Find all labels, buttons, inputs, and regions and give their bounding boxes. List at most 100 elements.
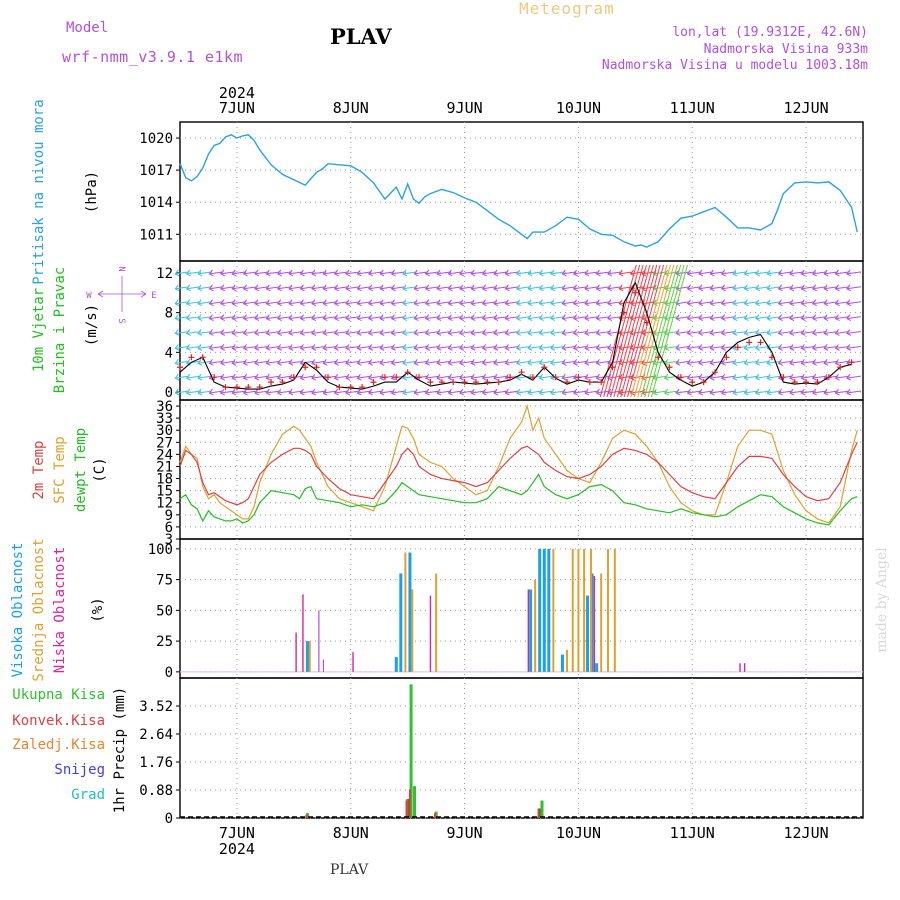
- wind-arrow-head: [595, 299, 601, 307]
- wind-arrow-head: [664, 329, 669, 336]
- wind-arrow-head: [732, 373, 738, 381]
- wind-arrow: [368, 316, 383, 320]
- wind-arrow: [812, 301, 827, 305]
- wind-arrow: [732, 330, 748, 334]
- wind-arrow: [732, 286, 748, 290]
- wind-arrow: [311, 330, 326, 334]
- wind-arrow-head: [311, 269, 317, 277]
- wind-arrow-head: [254, 329, 260, 336]
- wind-arrow: [471, 330, 486, 334]
- wind-arrow-head: [595, 314, 601, 322]
- station-title: PLAV: [330, 24, 392, 49]
- elevation-label: Nadmorska Visina 933m: [703, 42, 868, 57]
- wind-arrow: [186, 375, 201, 379]
- wind-arrow-head: [254, 284, 260, 292]
- wind-arrow-head: [436, 358, 442, 366]
- wind-arrow-head: [470, 284, 476, 292]
- wind-arrow-head: [208, 299, 214, 307]
- wind-arrow-head: [254, 388, 260, 396]
- wind-arrow: [266, 286, 281, 290]
- wind-arrow-head: [516, 299, 522, 307]
- wind-arrow-head: [766, 373, 772, 381]
- wind-arrow-head: [572, 344, 578, 351]
- wind-arrow-head: [265, 269, 271, 277]
- wind-arrow-head: [618, 269, 624, 277]
- wind-arrow: [277, 360, 292, 364]
- wind-arrow: [789, 316, 805, 320]
- wind-arrow-head: [220, 299, 226, 307]
- wind-arrow: [493, 390, 509, 394]
- wind-arrow-head: [288, 314, 294, 322]
- wind-arrow: [300, 375, 315, 379]
- temp-axis-title-3: dewpt Temp: [73, 428, 89, 512]
- wind-arrow: [289, 316, 304, 320]
- wind-axis-title-1: 10m Vjetar: [31, 288, 47, 372]
- wind-arrow-head: [288, 329, 294, 336]
- wind-arrow: [505, 286, 520, 290]
- wind-arrow-head: [390, 373, 396, 381]
- total-precip-bar: [409, 684, 413, 818]
- wind-arrow-head: [368, 284, 374, 292]
- wind-arrow-head: [698, 284, 704, 292]
- wind-arrow-head: [379, 299, 385, 307]
- wind-arrow: [824, 286, 839, 290]
- wind-arrow-head: [538, 388, 544, 396]
- wind-arrow: [254, 271, 270, 275]
- wind-arrow-head: [481, 373, 487, 381]
- wind-arrow: [232, 316, 247, 320]
- wind-arrow: [721, 390, 736, 394]
- wind-arrow-head: [208, 284, 214, 292]
- wind-arrow: [528, 301, 543, 305]
- wind-arrow: [721, 301, 736, 305]
- y-tick-label: 33: [156, 411, 173, 427]
- wind-arrow-head: [311, 299, 317, 307]
- wind-arrow: [789, 286, 805, 290]
- wind-arrow-head: [231, 373, 237, 381]
- wind-arrow: [824, 360, 839, 364]
- wind-arrow: [471, 286, 486, 290]
- wind-arrow: [232, 301, 247, 305]
- wind-arrow: [425, 390, 440, 394]
- wind-arrow: [789, 390, 805, 394]
- wind-arrow-head: [766, 284, 772, 292]
- model-elevation-label: Nadmorska Visina u modelu 1003.18m: [601, 58, 868, 73]
- wind-arrow: [277, 271, 292, 275]
- wind-arrow-head: [459, 269, 465, 277]
- wind-arrow-head: [789, 299, 795, 307]
- wind-arrow-head: [220, 284, 226, 292]
- wind-arrow: [209, 390, 224, 394]
- wind-arrow-head: [789, 373, 795, 381]
- wind-arrow: [277, 345, 292, 349]
- wind-arrow-head: [368, 299, 374, 307]
- wind-strong-streak: [637, 264, 675, 398]
- wind-arrow-head: [732, 314, 738, 322]
- y-tick-label: 4: [165, 345, 173, 361]
- wind-arrow-head: [516, 314, 522, 322]
- wind-arrow-head: [561, 269, 567, 277]
- wind-arrow-head: [834, 388, 840, 396]
- wind-arrow-head: [766, 269, 772, 277]
- wind-arrow-head: [447, 314, 453, 322]
- wind-arrow-head: [197, 388, 203, 396]
- wind-gust-marker: [404, 369, 411, 376]
- wind-arrow-head: [197, 344, 203, 351]
- wind-arrow-head: [686, 388, 692, 396]
- wind-arrow-head: [777, 388, 783, 396]
- wind-arrow-head: [220, 329, 226, 336]
- wind-gust-marker: [803, 379, 810, 386]
- wind-arrow: [232, 345, 247, 349]
- wind-arrow: [778, 360, 793, 364]
- wind-arrow: [528, 286, 543, 290]
- wind-arrow-head: [276, 299, 282, 307]
- wind-arrow-head: [709, 299, 715, 307]
- panel-frame-pressure: [179, 121, 864, 262]
- wind-arrow-head: [709, 344, 715, 351]
- wind-gust-marker: [757, 339, 764, 346]
- wind-arrow-head: [641, 269, 647, 277]
- high-cloud-bar: [305, 641, 309, 672]
- wind-arrow: [425, 345, 440, 349]
- wind-arrow-head: [333, 314, 339, 322]
- wind-arrow-head: [777, 329, 783, 336]
- wind-arrow: [653, 390, 668, 394]
